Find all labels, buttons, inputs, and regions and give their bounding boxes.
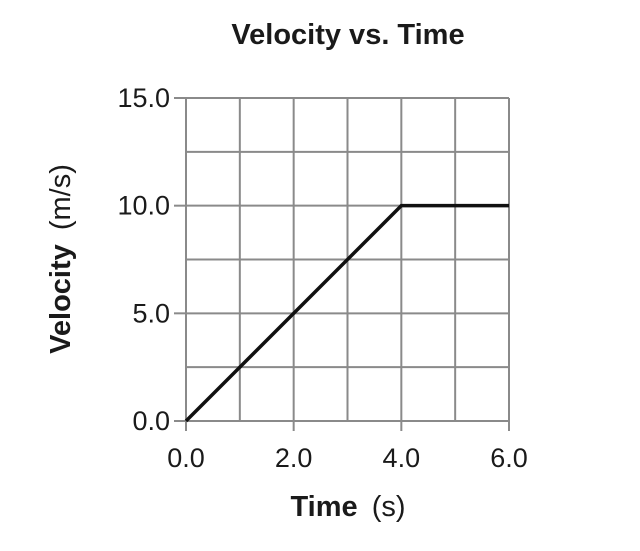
y-axis-label: Velocity (45, 244, 77, 354)
ticks (174, 97, 510, 431)
velocity-series-line (184, 203, 509, 423)
grid (185, 97, 510, 422)
x-axis-unit: (s) (372, 491, 406, 523)
x-axis-title: Time (s) (290, 491, 405, 523)
x-tick-label: 2.0 (275, 443, 313, 473)
y-axis-title: Velocity (m/s) (45, 164, 77, 354)
y-tick-label: 10.0 (117, 191, 170, 221)
tick-labels: 0.0 5.0 10.0 15.0 0.0 2.0 4.0 6.0 (117, 83, 527, 473)
series-layer (184, 203, 509, 423)
y-tick-label: 5.0 (132, 298, 170, 328)
x-axis-label: Time (290, 491, 357, 523)
x-tick-label: 4.0 (383, 443, 421, 473)
y-axis-unit: (m/s) (45, 164, 77, 230)
y-tick-label: 0.0 (132, 406, 170, 436)
x-tick-label: 0.0 (167, 443, 205, 473)
x-tick-label: 6.0 (490, 443, 528, 473)
chart-title: Velocity vs. Time (231, 19, 464, 51)
y-tick-label: 15.0 (117, 83, 170, 113)
